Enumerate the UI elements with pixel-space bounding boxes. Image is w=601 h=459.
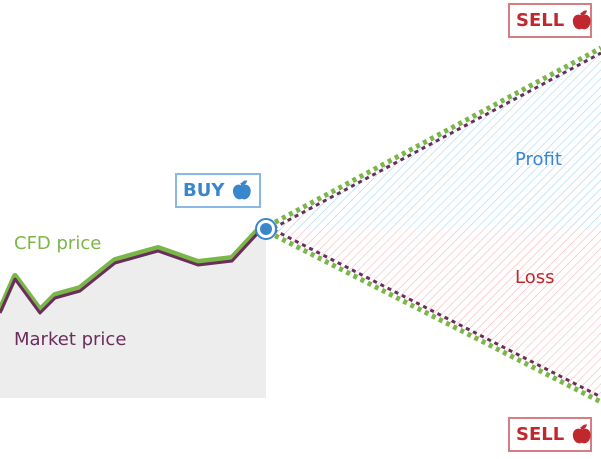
sell-label: SELL — [516, 424, 565, 445]
profit-projection-market — [269, 51, 601, 232]
entry-point-dot — [260, 223, 272, 235]
profit-projection-cfd — [266, 45, 601, 229]
sell-button-top[interactable]: SELL 🍎︎ — [508, 3, 594, 38]
buy-button[interactable]: BUY 🍎︎ — [175, 173, 261, 208]
market-price-line — [0, 228, 267, 315]
market-area — [0, 229, 266, 398]
buy-label: BUY — [183, 180, 225, 201]
sell-label: SELL — [516, 10, 565, 31]
market-price-label: Market price — [14, 329, 127, 350]
cfd-price-line — [0, 224, 268, 313]
cfd-price-label: CFD price — [14, 233, 102, 254]
apple-icon: 🍎︎ — [230, 180, 254, 201]
profit-label: Profit — [515, 149, 562, 170]
loss-label: Loss — [515, 267, 555, 288]
sell-button-bottom[interactable]: SELL 🍎︎ — [508, 417, 594, 452]
apple-icon: 🍎︎ — [570, 424, 594, 445]
loss-projection-cfd — [266, 229, 601, 405]
apple-icon: 🍎︎ — [570, 10, 594, 31]
loss-projection-market — [269, 226, 601, 399]
